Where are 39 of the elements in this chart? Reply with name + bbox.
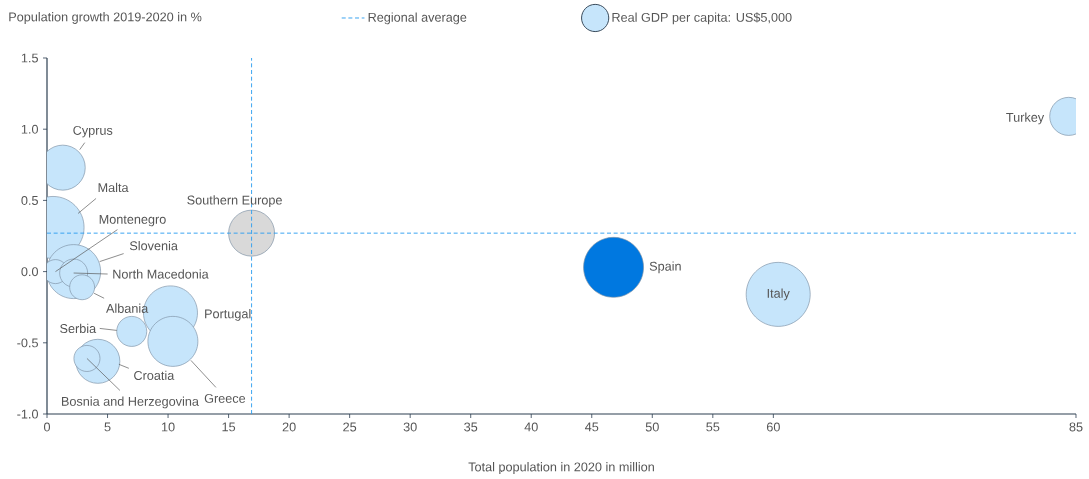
annotation: Cyprus (73, 125, 113, 138)
x-tick-label: 20 (282, 422, 296, 432)
x-axis-title: Total population in 2020 in million (468, 462, 654, 474)
annotation: Albania (106, 303, 149, 313)
annotation: Malta (98, 182, 129, 193)
annotation: North Macedonia (113, 269, 209, 279)
annotation: Greece (204, 393, 246, 403)
x-tick-label: 50 (645, 422, 659, 432)
y-axis-title: Population growth 2019-2020 in % (9, 12, 202, 24)
x-tick-label: 0 (43, 422, 51, 432)
y-tick-label: 1.0 (21, 124, 39, 134)
x-tick-label: 35 (464, 422, 478, 432)
x-tick-label: 40 (524, 422, 538, 432)
annotation: Croatia (134, 370, 175, 380)
annotation: Montenegro (99, 214, 166, 227)
x-tick-label: 5 (104, 422, 111, 432)
y-tick-label: 1.5 (21, 53, 38, 63)
x-tick-label: 15 (222, 422, 236, 432)
legend-label: Real GDP per capita: US$5,000 (612, 12, 792, 25)
y-tick-label: 0.0 (21, 267, 39, 277)
annotation: Italy (767, 288, 790, 301)
legend-label: Regional average (368, 12, 467, 25)
x-tick-label: 25 (343, 422, 357, 432)
y-tick-label: -0.5 (17, 338, 38, 348)
annotation: Southern Europe (187, 195, 282, 208)
x-tick-label: 60 (766, 422, 780, 432)
annotation: Spain (649, 261, 681, 274)
x-tick-label: 10 (161, 422, 175, 432)
y-tick-label: -1.0 (17, 409, 39, 419)
annotation: Portugal (205, 308, 251, 321)
annotation: Serbia (60, 323, 97, 334)
annotation: Turkey (1006, 112, 1045, 125)
x-tick-label: 85 (1069, 422, 1083, 432)
annotation: Bosnia and Herzegovina (61, 396, 199, 409)
y-tick-label: 0.5 (21, 195, 38, 205)
annotation: Slovenia (129, 240, 178, 251)
x-tick-label: 55 (706, 422, 720, 432)
x-tick-label: 30 (403, 422, 417, 432)
x-tick-label: 45 (585, 422, 599, 432)
